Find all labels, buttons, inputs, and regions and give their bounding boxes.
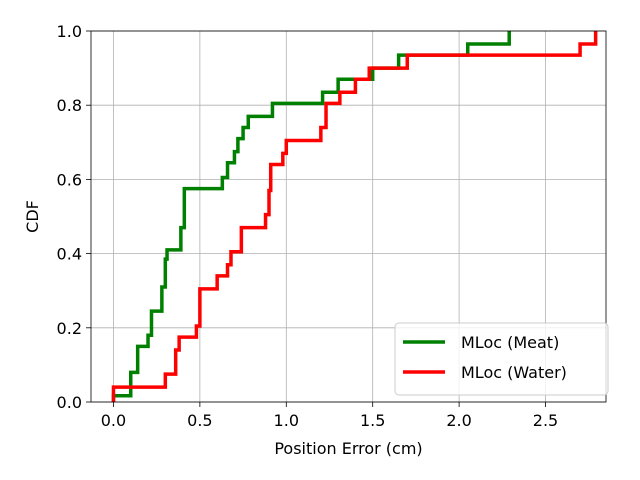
axis-ticks: 0.0 0.5 1.0 1.5 2.0 2.5 0.0 0.2 0.4 0.6 0.8 1.0 <box>57 22 559 430</box>
y-tick-label: 0.0 <box>57 393 82 412</box>
y-tick-label: 1.0 <box>57 22 82 41</box>
y-tick-label: 0.8 <box>57 96 82 115</box>
x-tick-label: 2.0 <box>446 411 471 430</box>
x-tick-label: 0.5 <box>187 411 212 430</box>
series-lines <box>111 31 598 402</box>
x-tick-label: 1.5 <box>360 411 385 430</box>
y-axis-label: CDF <box>23 200 42 233</box>
plot-frame <box>90 30 607 403</box>
x-axis-label: Position Error (cm) <box>274 439 422 458</box>
x-tick-label: 1.0 <box>274 411 299 430</box>
legend-box <box>394 322 609 396</box>
y-tick-label: 0.4 <box>57 245 82 264</box>
legend: MLoc (Meat) MLoc (Water) <box>394 322 609 396</box>
y-tick-label: 0.2 <box>57 319 82 338</box>
series-line-water <box>111 31 598 402</box>
x-tick-label: 0.0 <box>101 411 126 430</box>
x-tick-label: 2.5 <box>533 411 558 430</box>
legend-label-water: MLoc (Water) <box>461 363 567 382</box>
y-tick-label: 0.6 <box>57 170 82 189</box>
legend-label-meat: MLoc (Meat) <box>461 333 559 352</box>
